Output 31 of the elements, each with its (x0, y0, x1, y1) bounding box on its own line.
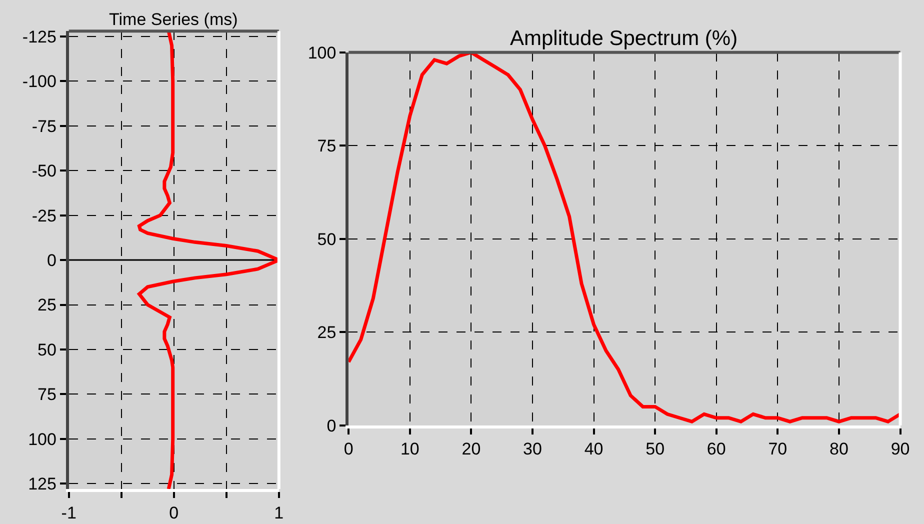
y-tick-label: -25 (32, 206, 56, 226)
y-tick-label: 100 (308, 43, 336, 62)
x-tick-label: 70 (768, 440, 788, 459)
y-tick-label: -100 (22, 72, 56, 92)
y-tick-label: 125 (28, 474, 56, 494)
chart-title: Time Series (ms) (109, 10, 238, 29)
x-tick-label: 80 (830, 440, 848, 459)
y-tick-label: -75 (32, 116, 56, 136)
x-tick-label: 0 (344, 440, 354, 459)
y-tick-label: -50 (32, 162, 56, 181)
y-tick-label: -125 (22, 27, 56, 46)
y-tick-label: 0 (326, 416, 336, 436)
x-tick-label: -1 (61, 503, 76, 522)
x-tick-label: 0 (169, 503, 179, 522)
x-tick-label: 90 (890, 440, 910, 459)
y-tick-label: 75 (38, 385, 56, 404)
y-tick-label: 0 (46, 251, 56, 270)
y-tick-label: 25 (317, 323, 336, 342)
chart-title: Amplitude Spectrum (%) (510, 27, 738, 50)
x-tick-label: 20 (462, 440, 481, 459)
y-tick-label: 75 (317, 136, 336, 156)
x-tick-label: 1 (274, 503, 284, 522)
y-tick-label: 100 (28, 430, 56, 449)
x-tick-label: 30 (523, 440, 542, 459)
y-tick-label: 50 (38, 340, 56, 360)
x-tick-label: 10 (400, 440, 420, 459)
y-tick-label: 25 (38, 296, 56, 315)
x-tick-label: 60 (706, 440, 726, 459)
y-tick-label: 50 (317, 230, 336, 249)
x-tick-label: 40 (584, 440, 604, 459)
x-tick-label: 50 (646, 440, 665, 459)
